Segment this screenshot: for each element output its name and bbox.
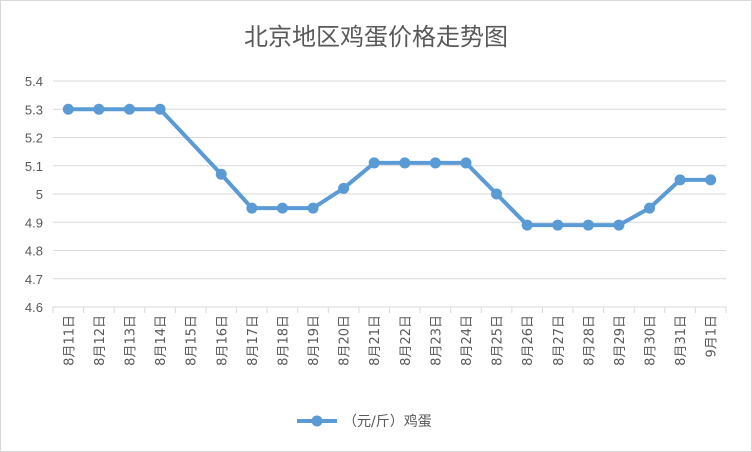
data-point: [613, 219, 625, 231]
data-point: [307, 202, 319, 214]
x-tick-label: 8月25日: [491, 315, 506, 366]
x-tick-label: 8月12日: [93, 315, 108, 366]
series-line: [66, 107, 713, 228]
x-tick-label: 8月30日: [644, 315, 659, 366]
legend: （元/斤）鸡蛋: [297, 413, 432, 430]
x-tick-label: 8月19日: [307, 315, 322, 366]
data-point: [338, 182, 350, 194]
data-point: [674, 174, 686, 186]
legend-point-marker: [311, 415, 323, 427]
x-tick-label: 8月31日: [674, 315, 689, 366]
y-tick-label: 5: [36, 187, 43, 202]
y-tick-label: 4.9: [25, 215, 43, 230]
data-point: [123, 103, 135, 115]
y-axis-ticks: 4.6 4.7 4.8 4.9 5 5.1 5.2 5.3 5.4: [25, 74, 43, 315]
series-layer: [62, 103, 717, 231]
data-point: [705, 174, 717, 186]
data-point: [460, 157, 472, 169]
x-tick-label: 8月15日: [185, 315, 200, 366]
y-tick-label: 4.7: [25, 272, 43, 287]
data-point: [491, 188, 503, 200]
x-tick-label: 8月11日: [62, 315, 77, 366]
data-point: [276, 202, 288, 214]
x-tick-label: 8月23日: [429, 315, 444, 366]
data-point: [429, 157, 441, 169]
y-tick-label: 5.3: [25, 102, 43, 117]
x-tick-label: 8月13日: [123, 315, 138, 366]
x-tick-label: 8月17日: [246, 315, 261, 366]
y-tick-label: 5.4: [25, 74, 43, 89]
gridlines: [52, 80, 727, 313]
x-axis-ticks: 8月11日 8月12日 8月13日 8月14日 8月15日 8月16日 8月17日 8月18日…: [62, 315, 719, 366]
y-tick-label: 5.1: [25, 159, 43, 174]
y-tick-label: 5.2: [25, 131, 43, 146]
data-point: [582, 219, 594, 231]
x-tick-label: 8月28日: [582, 315, 597, 366]
data-point: [368, 157, 380, 169]
x-tick-label: 8月18日: [276, 315, 291, 366]
data-point: [644, 202, 656, 214]
x-tick-label: 8月26日: [521, 315, 536, 366]
data-point: [154, 103, 166, 115]
y-tick-label: 4.8: [25, 244, 43, 259]
x-tick-label: 8月29日: [613, 315, 628, 366]
x-tick-label: 8月22日: [399, 315, 414, 366]
x-tick-label: 8月14日: [154, 315, 169, 366]
chart-title: 北京地区鸡蛋价格走势图: [244, 23, 508, 51]
x-tick-label: 9月1日: [705, 315, 720, 358]
data-point: [93, 103, 105, 115]
data-point: [552, 219, 564, 231]
data-point: [521, 219, 533, 231]
x-tick-label: 8月27日: [552, 315, 567, 366]
data-point: [399, 157, 411, 169]
data-point: [215, 168, 227, 180]
x-tick-label: 8月16日: [215, 315, 230, 366]
x-tick-label: 8月24日: [460, 315, 475, 366]
x-tick-label: 8月21日: [368, 315, 383, 366]
data-point: [246, 202, 258, 214]
x-tick-label: 8月20日: [338, 315, 353, 366]
y-tick-label: 4.6: [25, 300, 43, 315]
data-point: [62, 103, 74, 115]
legend-label: （元/斤）鸡蛋: [343, 413, 432, 430]
